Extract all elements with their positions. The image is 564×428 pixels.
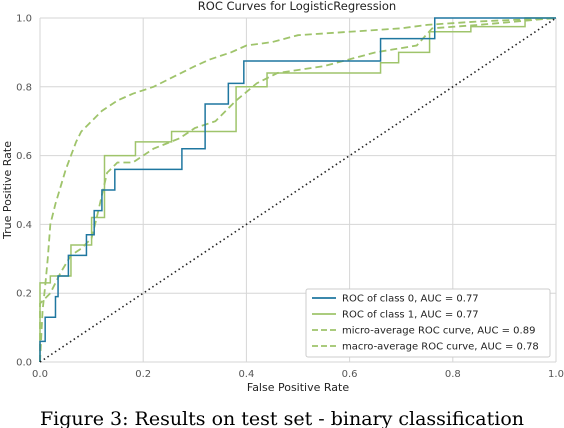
- y-tick-label: 0.2: [16, 289, 32, 300]
- x-tick-label: 0.2: [135, 369, 151, 380]
- legend-label-2: micro-average ROC curve, AUC = 0.89: [342, 326, 535, 337]
- series-lines: [39, 17, 557, 363]
- grid: [39, 17, 557, 363]
- series-line-3: [39, 17, 557, 362]
- series-line-2: [39, 17, 557, 363]
- y-tick-labels: 0.0 0.2 0.4 0.6 0.8 1.0: [16, 14, 32, 369]
- y-tick-label: 0.4: [16, 220, 32, 231]
- x-tick-label: 1.0: [548, 369, 564, 380]
- legend-label-1: ROC of class 1, AUC = 0.77: [342, 310, 479, 321]
- legend-label-0: ROC of class 0, AUC = 0.77: [342, 294, 479, 305]
- legend: ROC of class 0, AUC = 0.77 ROC of class 1…: [305, 288, 551, 358]
- y-tick-label: 0.6: [16, 151, 32, 162]
- x-tick-label: 0.6: [342, 369, 358, 380]
- y-axis-label: True Positive Rate: [1, 141, 14, 240]
- y-tick-label: 0.8: [16, 82, 32, 93]
- x-tick-label: 0.4: [238, 369, 254, 380]
- x-tick-label: 0.0: [32, 369, 48, 380]
- legend-label-3: macro-average ROC curve, AUC = 0.78: [342, 342, 539, 353]
- y-tick-label: 0.0: [16, 358, 32, 369]
- x-tick-label: 0.8: [445, 369, 461, 380]
- series-line-0: [39, 17, 556, 362]
- figure-caption: Figure 3: Results on test set - binary c…: [39, 408, 525, 428]
- x-tick-labels: 0.0 0.2 0.4 0.6 0.8 1.0: [32, 369, 564, 380]
- legend-box: [305, 288, 551, 358]
- chart-title: ROC Curves for LogisticRegression: [198, 0, 396, 13]
- x-axis-label: False Positive Rate: [247, 381, 349, 394]
- y-tick-label: 1.0: [16, 14, 32, 25]
